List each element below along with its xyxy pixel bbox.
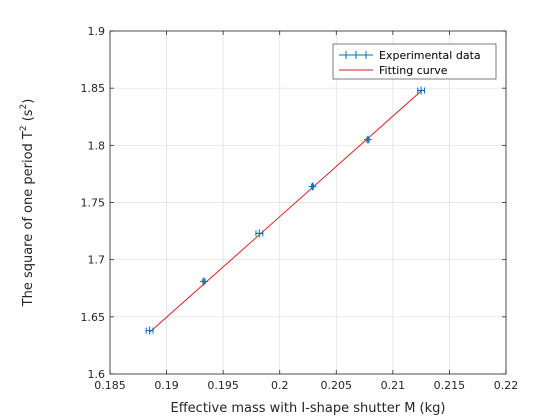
data-point (363, 135, 372, 144)
y-tick-label: 1.65 (81, 311, 106, 324)
data-point (308, 182, 317, 191)
x-tick-label: 0.185 (94, 379, 126, 392)
y-axis-title-superscript: 2 (19, 125, 29, 131)
x-axis-title: Effective mass with I-shape shutter M (k… (171, 401, 446, 416)
y-axis-ticks: 1.6 1.65 1.7 1.75 1.8 1.85 1.9 (81, 25, 506, 381)
legend-label-experimental-data: Experimental data (379, 49, 481, 62)
data-point (417, 86, 426, 95)
fitting-curve-line (149, 90, 422, 333)
y-tick-label: 1.9 (88, 25, 106, 38)
x-tick-label: 0.215 (434, 379, 466, 392)
legend-box (332, 43, 497, 80)
x-tick-label: 0.22 (494, 379, 519, 392)
y-tick-label: 1.7 (88, 254, 106, 267)
y-tick-label: 1.8 (88, 139, 106, 152)
data-point (199, 277, 208, 286)
y-axis-title-unit-open: (s (21, 109, 36, 125)
x-tick-label: 0.21 (381, 379, 406, 392)
x-axis-ticks: 0.185 0.19 0.195 0.2 0.205 0.21 0.215 0.22 (94, 31, 518, 392)
x-tick-label: 0.205 (321, 379, 353, 392)
x-tick-label: 0.19 (154, 379, 179, 392)
y-tick-label: 1.75 (81, 197, 106, 210)
y-axis-title-main: The square of one period T (21, 131, 36, 307)
data-point (255, 229, 264, 238)
legend: Experimental data Fitting curve (332, 43, 497, 80)
x-tick-label: 0.2 (271, 379, 289, 392)
y-tick-label: 1.85 (81, 82, 106, 95)
y-axis-title: The square of one period T2 (s2) (19, 99, 36, 308)
series-layer (145, 86, 426, 335)
legend-label-fitting-curve: Fitting curve (379, 64, 448, 77)
y-tick-label: 1.6 (88, 368, 106, 381)
data-point (145, 326, 154, 335)
x-tick-label: 0.195 (207, 379, 239, 392)
y-axis-title-unit-superscript: 2 (19, 104, 29, 110)
y-axis-title-unit-close: ) (21, 99, 36, 104)
legend-errorbar-symbol (339, 51, 373, 59)
